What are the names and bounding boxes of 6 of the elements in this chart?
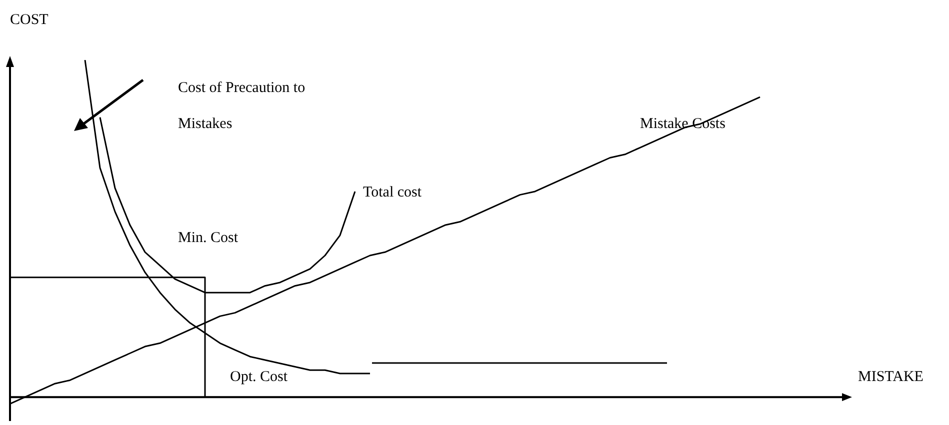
y-axis-title: COST xyxy=(10,12,48,28)
annotation: Opt. Cost xyxy=(230,369,288,385)
annotation: Min. Cost xyxy=(178,230,239,246)
text: Cost of Precaution to Mistakes xyxy=(178,80,306,132)
series-label: Total cost xyxy=(363,184,422,200)
x-axis-title: MISTAKE xyxy=(858,369,924,385)
